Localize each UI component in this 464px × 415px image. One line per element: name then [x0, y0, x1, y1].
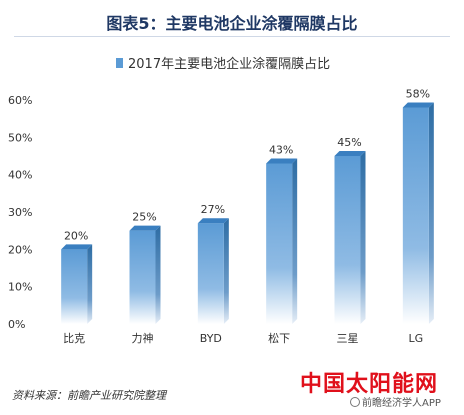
y-tick-label: 40% — [8, 169, 32, 182]
bar — [61, 249, 88, 324]
bar-top — [266, 158, 298, 164]
bar-chart: 2017年主要电池企业涂覆隔膜占比 0% 10% 20% 30% 40% 50% 60% 2… — [8, 56, 434, 344]
y-tick-label: 50% — [8, 131, 32, 144]
chart-title: 2017年主要电池企业涂覆隔膜占比 — [128, 56, 330, 72]
y-tick-label: 60% — [8, 94, 32, 107]
legend-swatch — [116, 58, 123, 68]
x-tick-label: 比克 — [63, 332, 85, 344]
x-tick-label: 松下 — [268, 331, 290, 344]
bars: 20% 比克 25% 力神 27% BYD 43% 松下 45% 三星 58% LG — [61, 87, 434, 344]
x-tick-label: LG — [409, 332, 424, 344]
watermark-sub: 前瞻经济学人APP — [350, 394, 441, 409]
data-label: 45% — [337, 136, 361, 149]
bar — [266, 163, 293, 324]
bar-side — [155, 225, 161, 324]
bar-group: 25% 力神 — [129, 211, 161, 344]
bar — [334, 156, 361, 324]
bar-top — [402, 102, 434, 108]
bar-group: 27% BYD — [197, 203, 229, 344]
watermark-logo: 中国太阳能网 — [300, 372, 439, 397]
bar-top — [197, 218, 229, 224]
bar-group: 58% LG — [402, 87, 434, 344]
bar — [129, 230, 156, 324]
data-label: 25% — [132, 211, 156, 224]
x-tick-label: 三星 — [337, 332, 359, 344]
bar-group: 43% 松下 — [266, 143, 298, 344]
chart-legend: 2017年主要电池企业涂覆隔膜占比 — [116, 56, 330, 72]
bar-group: 45% 三星 — [334, 136, 366, 344]
bar-top — [61, 244, 93, 250]
y-tick-label: 20% — [8, 243, 32, 256]
x-tick-label: 力神 — [132, 331, 154, 344]
bar-side — [87, 244, 93, 324]
figure-title: 图表5：主要电池企业涂覆隔膜占比 — [106, 14, 358, 33]
y-tick-label: 30% — [8, 206, 32, 219]
source-note: 资料来源：前瞻产业研究院整理 — [12, 389, 166, 402]
data-label: 43% — [269, 143, 293, 156]
bar — [197, 223, 224, 324]
data-label: 58% — [406, 87, 430, 100]
bar-side — [428, 102, 434, 324]
x-tick-label: BYD — [200, 332, 222, 344]
y-axis: 0% 10% 20% 30% 40% 50% 60% — [8, 94, 32, 331]
title-divider — [14, 36, 450, 37]
bar-group: 20% 比克 — [61, 229, 93, 344]
y-tick-label: 0% — [8, 318, 25, 331]
bar — [402, 107, 429, 324]
data-label: 20% — [64, 229, 88, 242]
y-tick-label: 10% — [8, 281, 32, 294]
bar-top — [129, 225, 161, 231]
app-icon — [350, 397, 360, 407]
bar-side — [292, 158, 298, 324]
data-label: 27% — [201, 203, 225, 216]
bar-side — [360, 151, 366, 324]
bar-side — [223, 218, 229, 324]
watermark-sub-label: 前瞻经济学人APP — [362, 398, 441, 409]
bar-top — [334, 151, 366, 156]
